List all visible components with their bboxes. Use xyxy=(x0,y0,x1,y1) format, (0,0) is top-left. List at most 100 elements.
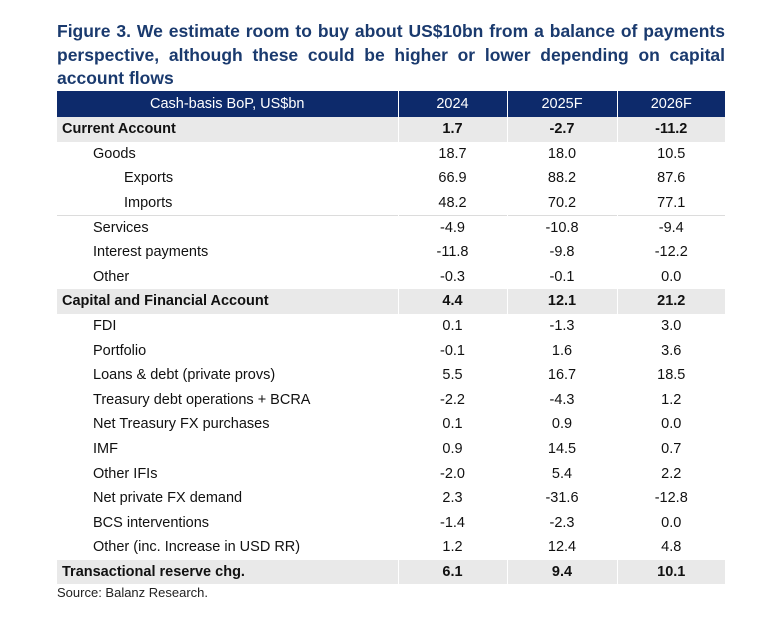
cell-value: -0.3 xyxy=(398,264,508,290)
column-header-2024: 2024 xyxy=(398,91,508,117)
cell-value: 14.5 xyxy=(507,436,618,462)
cell-value: 0.9 xyxy=(398,436,508,462)
cell-value: -12.2 xyxy=(654,244,688,261)
cell-value: 18.7 xyxy=(398,141,508,167)
cell-value: 1.7 xyxy=(398,117,508,142)
row-label: Other xyxy=(57,264,399,290)
cell-value: -9.8 xyxy=(507,239,618,265)
cell-value: 3.0 xyxy=(661,318,682,335)
cell-value: 0.0 xyxy=(661,514,682,531)
cell-value: -4.3 xyxy=(507,387,618,413)
table-row: Net private FX demand 2.3 -31.6 -12.8 xyxy=(57,485,725,511)
row-label: Goods xyxy=(57,141,399,167)
table-row-current-account: Current Account 1.7 -2.7 -11.2 xyxy=(57,117,725,142)
row-label: Interest payments xyxy=(57,239,399,265)
column-header-2026f: 2026F xyxy=(650,96,692,112)
cell-value: -31.6 xyxy=(507,485,618,511)
cell-value: -0.1 xyxy=(398,338,508,363)
row-label: Other (inc. Increase in USD RR) xyxy=(57,535,399,560)
cell-value: 0.1 xyxy=(398,313,508,339)
table-row: IMF 0.9 14.5 0.7 xyxy=(57,436,725,462)
cell-value: 88.2 xyxy=(507,166,618,191)
cell-value: -1.3 xyxy=(507,313,618,339)
cell-value: 12.4 xyxy=(507,535,618,560)
column-header-2025f: 2025F xyxy=(507,91,618,117)
table-header-row: Cash-basis BoP, US$bn 2024 2025F 2026F xyxy=(57,91,725,117)
table-row: Loans & debt (private provs) 5.5 16.7 18… xyxy=(57,362,725,388)
table-row: BCS interventions -1.4 -2.3 0.0 xyxy=(57,510,725,536)
table-row-transactional-reserve: Transactional reserve chg. 6.1 9.4 10.1 xyxy=(57,559,725,585)
cell-value: -9.4 xyxy=(617,214,725,240)
row-label: Loans & debt (private provs) xyxy=(57,362,399,388)
table-row: FDI 0.1 -1.3 3.0 xyxy=(57,313,725,339)
cell-value: -12.8 xyxy=(654,490,688,507)
table-row: Other -0.3 -0.1 0.0 xyxy=(57,264,725,290)
cell-value: 12.1 xyxy=(507,289,618,314)
cell-value: -2.3 xyxy=(507,510,618,536)
cell-value: 6.1 xyxy=(398,559,508,585)
row-label: Other IFIs xyxy=(57,461,399,486)
cell-value: 0.9 xyxy=(507,412,618,437)
cell-value: -2.0 xyxy=(398,461,508,486)
row-label: Net private FX demand xyxy=(57,485,399,511)
row-label: IMF xyxy=(57,436,399,462)
table-row: Services -4.9 -10.8 -9.4 xyxy=(57,214,725,240)
table-row: Treasury debt operations + BCRA -2.2 -4.… xyxy=(57,387,725,413)
cell-value: -4.9 xyxy=(398,214,508,240)
row-label: BCS interventions xyxy=(57,510,399,536)
row-label: Portfolio xyxy=(57,338,399,363)
cell-value: 16.7 xyxy=(507,362,618,388)
cell-value: 2.3 xyxy=(398,485,508,511)
cell-value: 21.2 xyxy=(657,293,686,310)
cell-value: 1.2 xyxy=(398,535,508,560)
cell-value: 3.6 xyxy=(661,342,682,359)
row-label: Treasury debt operations + BCRA xyxy=(57,387,399,413)
cell-value: 5.5 xyxy=(398,362,508,388)
cell-value: 5.4 xyxy=(507,461,618,486)
cell-value: 9.4 xyxy=(507,559,618,585)
table-row: Other (inc. Increase in USD RR) 1.2 12.4… xyxy=(57,535,725,560)
row-label: FDI xyxy=(57,313,399,339)
row-label: Transactional reserve chg. xyxy=(57,559,399,585)
cell-value: 48.2 xyxy=(398,190,508,216)
row-label: Services xyxy=(57,214,399,240)
column-header-label: Cash-basis BoP, US$bn xyxy=(57,91,399,117)
cell-value: 0.0 xyxy=(661,268,682,285)
cell-value: -11.2 xyxy=(655,121,688,138)
cell-value: -2.2 xyxy=(398,387,508,413)
row-label: Exports xyxy=(57,166,399,191)
cell-value: 70.2 xyxy=(507,190,618,216)
cell-value: 2.2 xyxy=(661,465,682,482)
cell-value: 1.2 xyxy=(661,391,682,408)
cell-value: 10.1 xyxy=(657,563,686,580)
cell-value: 66.9 xyxy=(398,166,508,191)
table-row: Portfolio -0.1 1.6 3.6 xyxy=(57,338,725,363)
row-label: Net Treasury FX purchases xyxy=(57,412,399,437)
table-row: Imports 48.2 70.2 77.1 xyxy=(57,190,725,216)
table-row: Other IFIs -2.0 5.4 2.2 xyxy=(57,461,725,486)
bop-table: Cash-basis BoP, US$bn 2024 2025F 2026F C… xyxy=(57,91,725,585)
figure-title: Figure 3. We estimate room to buy about … xyxy=(57,21,725,88)
cell-value: -2.7 xyxy=(507,117,618,142)
cell-value: -11.8 xyxy=(398,239,508,265)
cell-value: 0.0 xyxy=(661,416,682,433)
row-label: Current Account xyxy=(57,117,399,142)
row-label: Capital and Financial Account xyxy=(57,289,399,314)
cell-value: 4.8 xyxy=(661,539,682,556)
cell-value: 4.4 xyxy=(398,289,508,314)
table-row: Exports 66.9 88.2 87.6 xyxy=(57,166,725,191)
row-label: Imports xyxy=(57,190,399,216)
table-row-capital-financial-account: Capital and Financial Account 4.4 12.1 2… xyxy=(57,289,725,314)
cell-value: 0.7 xyxy=(661,441,682,458)
table-row: Net Treasury FX purchases 0.1 0.9 0.0 xyxy=(57,412,725,437)
cell-value: 10.5 xyxy=(657,145,686,162)
cell-value: 18.0 xyxy=(507,141,618,167)
source-note: Source: Balanz Research. xyxy=(57,585,209,600)
table-row: Interest payments -11.8 -9.8 -12.2 xyxy=(57,239,725,265)
cell-value: 0.1 xyxy=(398,412,508,437)
cell-value: 18.5 xyxy=(657,367,686,384)
table-row: Goods 18.7 18.0 10.5 xyxy=(57,141,725,167)
cell-value: -1.4 xyxy=(398,510,508,536)
cell-value: -10.8 xyxy=(507,214,618,240)
cell-value: -0.1 xyxy=(507,264,618,290)
